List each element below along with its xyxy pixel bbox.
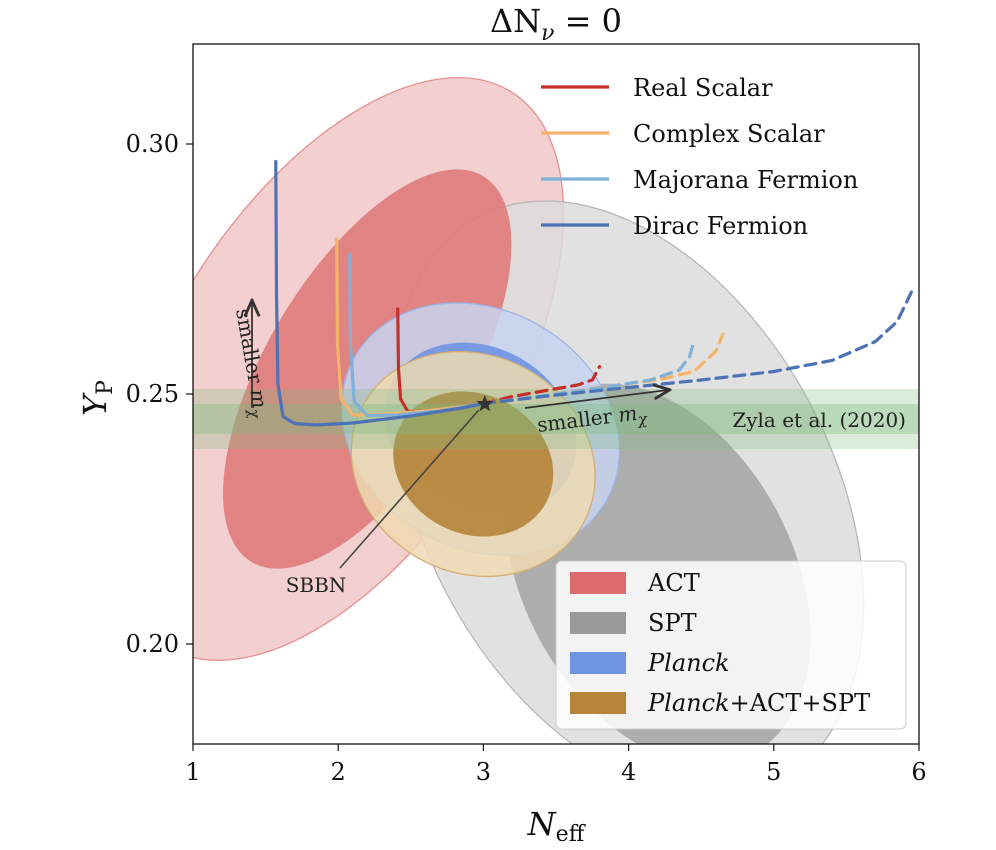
- right-smaller-m-arrow: [524, 390, 668, 409]
- x-tick-label: 3: [476, 758, 491, 786]
- x-tick-label: 4: [621, 758, 636, 786]
- legend-bottom-label: ACT: [647, 569, 700, 597]
- chart-title: ΔNν = 0: [490, 2, 622, 46]
- y-tick-label: 0.30: [126, 130, 179, 158]
- legend-fill-swatch: [570, 692, 626, 714]
- title-main: ΔN: [490, 2, 541, 40]
- curve-layer: [274, 159, 914, 427]
- legend-top-label: Real Scalar: [633, 74, 773, 102]
- legend-fill-swatch: [570, 652, 626, 674]
- x-tick-label: 5: [766, 758, 781, 786]
- y-axis-label: YP: [76, 380, 118, 416]
- plot-area: [193, 77, 919, 744]
- dirac-fermion-solid-line: [274, 159, 485, 427]
- dirac-fermion-dashed-line: [481, 289, 914, 406]
- title-rest: = 0: [554, 2, 622, 40]
- legend-top-label: Complex Scalar: [633, 120, 825, 148]
- legend-fill-swatch: [570, 612, 626, 634]
- title-sub: ν: [541, 21, 554, 46]
- x-axis-label: Neff: [527, 805, 586, 847]
- legend-bottom-label: Planck+ACT+SPT: [647, 689, 870, 717]
- x-tick-label: 6: [911, 758, 926, 786]
- legend-bottom-box: [555, 560, 907, 730]
- x-axis-ticks: 1 2 3 4 5 6: [185, 744, 927, 786]
- sbbn-label: SBBN: [286, 573, 347, 597]
- x-tick-label: 2: [331, 758, 346, 786]
- sbbn-star-marker: [476, 395, 494, 412]
- legend-fill-swatch: [570, 572, 626, 594]
- legend-bottom-label: SPT: [648, 609, 697, 637]
- y-axis-ticks: 0.20 0.25 0.30: [126, 130, 193, 658]
- contour-planck-act-spt-1sigma: [393, 391, 554, 537]
- legend-top-label: Majorana Fermion: [633, 166, 858, 194]
- legend-bottom: ACT SPT Planck Planck+ACT+SPT: [555, 560, 907, 730]
- band-1sigma: [193, 404, 919, 434]
- y-tick-label: 0.20: [126, 630, 179, 658]
- legend-bottom-label: Planck: [647, 649, 730, 677]
- real-scalar-dashed-line: [481, 364, 602, 406]
- legend-top-label: Dirac Fermion: [633, 212, 808, 240]
- zyla-band: [193, 389, 919, 449]
- sbbn-pointer-line: [339, 409, 480, 569]
- band-2sigma: [193, 389, 919, 449]
- x-tick-label: 1: [185, 758, 200, 786]
- legend-top: Real Scalar Complex Scalar Majorana Fermio…: [541, 74, 858, 240]
- zyla-band-label: Zyla et al. (2020): [732, 408, 906, 432]
- contour-layer: [193, 77, 865, 744]
- y-tick-label: 0.25: [126, 380, 179, 408]
